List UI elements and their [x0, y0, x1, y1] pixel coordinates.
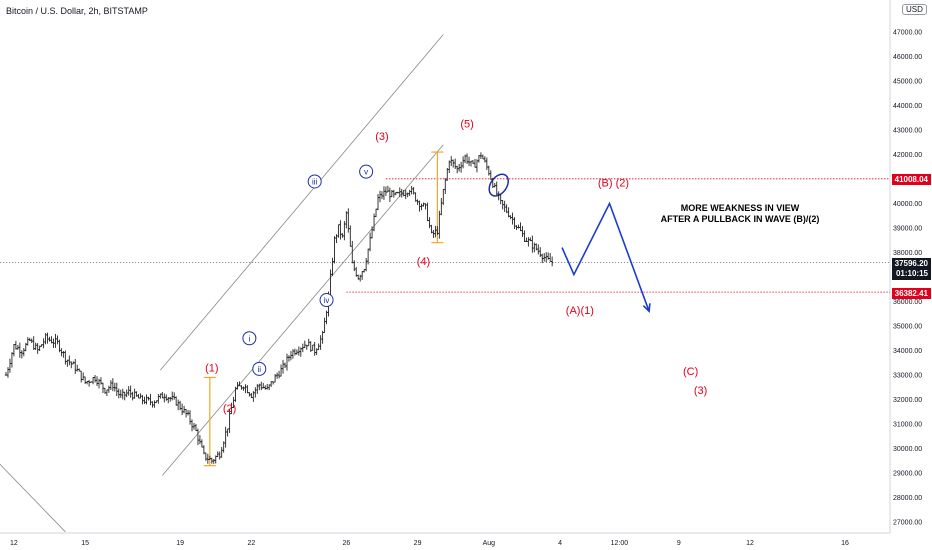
level-badge-low: 36382.41: [891, 288, 931, 299]
roman-label: iii: [312, 177, 318, 186]
channel-line: [160, 34, 444, 371]
roman-label: ii: [258, 365, 262, 374]
chart-title: Bitcoin / U.S. Dollar, 2h, BITSTAMP: [6, 6, 148, 16]
drawing-tools: [0, 34, 890, 533]
x-tick-label: 15: [81, 540, 89, 547]
y-tick-label: 43000.00: [893, 128, 922, 135]
y-tick-label: 28000.00: [893, 495, 922, 502]
y-tick-label: 45000.00: [893, 79, 922, 86]
x-tick-label: Aug: [483, 540, 496, 547]
roman-label: v: [364, 168, 368, 177]
x-tick-label: 4: [558, 540, 562, 547]
y-tick-label: 29000.00: [893, 471, 922, 478]
current-price-badge: 37596.20 01:10:15: [891, 258, 931, 280]
wave-label: (B) (2): [598, 177, 629, 189]
y-tick-label: 38000.00: [893, 250, 922, 257]
channel-line: [162, 144, 444, 476]
y-tick-label: 32000.00: [893, 397, 922, 404]
annotation-line-2: AFTER A PULLBACK IN WAVE (B)/(2): [660, 214, 820, 224]
x-tick-label: 9: [677, 540, 681, 547]
y-tick-label: 44000.00: [893, 103, 922, 110]
x-tick-label: 12: [746, 540, 754, 547]
roman-label: iv: [324, 296, 330, 305]
x-tick-label: 16: [841, 540, 849, 547]
price-axis: 27000.00 28000.00 29000.00 30000.00 31000.00…: [0, 0, 922, 534]
wave-label: (3): [694, 385, 707, 397]
wave-label: (5): [460, 119, 473, 131]
roman-label-circle: [307, 174, 322, 189]
y-tick-label: 27000.00: [893, 520, 922, 527]
wave-label: (C): [683, 366, 698, 378]
annotation-line-1: MORE WEAKNESS IN VIEW: [680, 203, 800, 213]
y-tick-label: 40000.00: [893, 201, 922, 208]
bar-countdown: 01:10:15: [895, 269, 928, 278]
x-tick-label: 26: [342, 540, 350, 547]
ohlc-bars: [4, 152, 554, 464]
current-price-value: 37596.20: [894, 259, 928, 268]
wave-label: (4): [417, 256, 430, 268]
wave-label: (2): [223, 403, 236, 415]
projection-arrowhead: [642, 303, 651, 314]
roman-label-circle: [319, 293, 334, 308]
x-tick-label: 22: [247, 540, 255, 547]
y-tick-label: 34000.00: [893, 348, 922, 355]
level-badge-high: 41008.04: [891, 174, 931, 185]
channel-line: [0, 463, 66, 533]
y-tick-label: 33000.00: [893, 373, 922, 380]
x-tick-label: 19: [176, 540, 184, 547]
wave-label: (3): [375, 131, 388, 143]
wave-labels: (1)(2)(3)(4)(5)(A)(1)(B) (2)(C)(3)iiiiii…: [205, 119, 707, 415]
y-tick-label: 35000.00: [893, 324, 922, 331]
roman-label-circle: [359, 164, 374, 179]
x-tick-label: 12: [10, 540, 18, 547]
y-tick-label: 47000.00: [893, 30, 922, 37]
x-tick-label: 12:00: [611, 540, 629, 547]
y-tick-label: 31000.00: [893, 422, 922, 429]
y-tick-label: 30000.00: [893, 446, 922, 453]
y-tick-label: 39000.00: [893, 226, 922, 233]
projection-line: [561, 201, 650, 312]
roman-label-circle: [252, 361, 267, 376]
y-tick-label: 42000.00: [893, 152, 922, 159]
analysis-annotation: MORE WEAKNESS IN VIEW AFTER A PULLBACK I…: [640, 203, 840, 225]
highlight-ellipse: [488, 173, 509, 197]
x-tick-label: 29: [414, 540, 422, 547]
time-axis: 12 15 19 22 26 29 Aug 4 12:00 9 12 16: [10, 540, 849, 547]
wave-label: (A)(1): [566, 305, 594, 317]
y-tick-label: 36000.00: [893, 299, 922, 306]
wave-label: (1): [205, 362, 218, 374]
roman-label-circle: [242, 331, 257, 346]
currency-button[interactable]: USD: [902, 4, 927, 15]
roman-label: i: [248, 334, 250, 343]
y-tick-label: 46000.00: [893, 54, 922, 61]
projection-path: [561, 201, 651, 314]
